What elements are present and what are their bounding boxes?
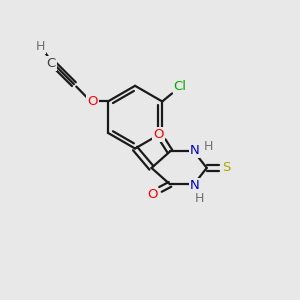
Text: N: N [190,144,200,158]
Text: O: O [87,95,98,108]
Text: O: O [147,188,157,201]
Text: N: N [190,179,200,192]
Text: C: C [46,57,56,70]
Text: H: H [36,40,45,53]
Text: Cl: Cl [174,80,187,93]
Text: O: O [153,128,164,141]
Text: S: S [222,161,230,174]
Text: H: H [203,140,213,153]
Text: H: H [195,192,205,205]
